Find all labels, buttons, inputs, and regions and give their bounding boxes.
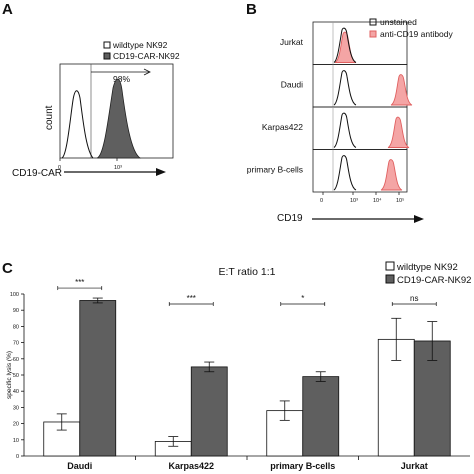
y-tick-label: 0	[16, 454, 19, 460]
significance-label: ***	[75, 278, 84, 287]
panel-a-wildtype-peak	[61, 90, 94, 159]
y-tick-label: 80	[13, 324, 19, 330]
y-tick-label: 40	[13, 389, 19, 395]
panel-b-row-label: Jurkat	[280, 37, 304, 47]
significance-label: ***	[187, 294, 196, 303]
panel-a-xlabel: CD19-CAR	[12, 168, 62, 179]
panel-b-row-label: Karpas422	[262, 122, 303, 132]
chart-legend-label-car: CD19-CAR-NK92	[397, 275, 471, 286]
y-tick-label: 70	[13, 341, 19, 347]
y-tick-label: 90	[13, 308, 19, 314]
chart-ylabel: specific lysis (%)	[6, 351, 13, 399]
y-tick-label: 30	[13, 405, 19, 411]
legend-label-wildtype: wildtype NK92	[112, 40, 168, 50]
chart-legend: wildtype NK92 CD19-CAR-NK92	[385, 261, 471, 286]
panel-a-tick-label-0: 0	[58, 165, 61, 171]
panel-b-antibody-peak	[387, 116, 410, 148]
panel-b-legend: unstained anti-CD19 antibody	[369, 17, 454, 39]
bar	[302, 376, 340, 457]
panel-a-letter: A	[2, 1, 13, 18]
panel-b-row-frame	[312, 149, 408, 193]
y-tick-label: 50	[13, 373, 19, 379]
legend-swatch-wildtype	[103, 41, 111, 49]
chart-title: E:T ratio 1:1	[218, 266, 275, 278]
panel-b-unstained-peak	[333, 112, 357, 148]
panel-b-row-label: primary B-cells	[247, 165, 303, 175]
panel-b-antibody-peak	[390, 74, 413, 106]
chart-legend-label-wildtype: wildtype NK92	[396, 262, 458, 273]
x-tick-label: Daudi	[67, 461, 92, 471]
panel-a-histogram: 98% 0 10³	[58, 63, 174, 171]
panel-a-gate-arrow	[143, 68, 151, 76]
panel-b-row-label: Daudi	[281, 80, 303, 90]
y-tick-label: 60	[13, 357, 19, 363]
significance-label: *	[301, 294, 304, 303]
y-tick-label: 10	[13, 438, 19, 444]
chart-legend-swatch-car	[385, 274, 395, 284]
panel-b-unstained-peak	[333, 27, 357, 63]
panel-b-tick-label: 10³	[350, 198, 358, 204]
chart-legend-swatch-wildtype	[385, 261, 395, 271]
panel-a-legend: wildtype NK92 CD19-CAR-NK92	[103, 40, 180, 61]
panel-b-letter: B	[246, 1, 257, 18]
panel-b-xaxis-arrow	[312, 215, 424, 223]
x-tick-label: Jurkat	[401, 461, 428, 471]
panel-b-unstained-peak	[333, 70, 357, 106]
panel-b-tick-label: 10⁴	[373, 197, 382, 204]
panel-b-row-frame	[312, 64, 408, 108]
panel-b-xlabel: CD19	[277, 213, 303, 224]
x-tick-label: primary B-cells	[270, 461, 335, 471]
panel-a-xaxis-arrow	[64, 168, 166, 176]
panel-b-antibody-peak	[380, 159, 403, 191]
legend-swatch-car	[103, 52, 111, 60]
bar	[190, 366, 228, 457]
panel-b-tick-label: 10⁵	[396, 197, 404, 204]
panel-c-letter: C	[2, 260, 13, 277]
legend-label-car: CD19-CAR-NK92	[113, 51, 180, 61]
y-tick-label: 100	[10, 292, 19, 298]
panel-b-tick-label: 0	[320, 198, 323, 204]
panel-a-ylabel: count	[44, 105, 55, 130]
legend-swatch-antibody	[369, 30, 377, 38]
x-tick-label: Karpas422	[168, 461, 214, 471]
panel-a-car-peak	[96, 78, 142, 159]
legend-label-antibody: anti-CD19 antibody	[380, 29, 454, 39]
y-tick-label: 20	[13, 422, 19, 428]
panel-a-gate-label: 98%	[113, 74, 130, 84]
significance-label: ns	[410, 294, 418, 303]
bar	[79, 300, 117, 457]
panel-b-histograms: Jurkat Daudi Karpas422 primary B-cells 0 10³ 1…	[247, 21, 413, 204]
panel-b-unstained-peak	[333, 155, 357, 191]
bar-chart: 0 10 20 30 40 50 60 70 80 90 100 Daudi *** Karpas422 *…	[10, 278, 470, 471]
bar	[43, 421, 81, 457]
panel-a-tick-label-1: 10³	[114, 165, 122, 171]
